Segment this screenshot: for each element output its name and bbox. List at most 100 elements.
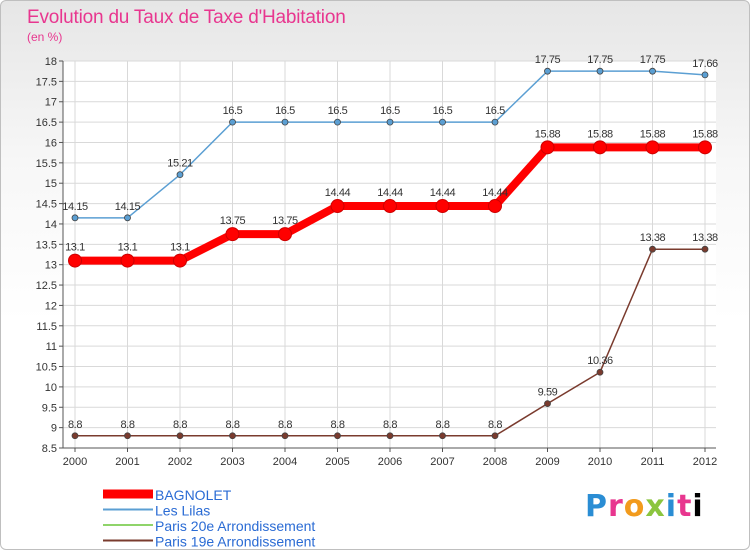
y-tick-label: 12.5 <box>36 280 57 292</box>
data-point <box>71 214 79 222</box>
data-point <box>544 400 551 407</box>
y-tick-label: 8.5 <box>42 443 57 455</box>
data-label: 16.5 <box>380 105 400 117</box>
data-point <box>278 227 292 242</box>
y-tick-label: 17.5 <box>36 76 57 88</box>
y-tick-label: 10 <box>45 382 57 394</box>
data-point <box>330 199 345 214</box>
data-point <box>334 432 341 440</box>
data-label: 13.75 <box>272 215 298 227</box>
data-label: 13.1 <box>118 242 138 254</box>
data-label: 17.75 <box>587 54 613 66</box>
y-tick-label: 13 <box>45 260 57 272</box>
data-point <box>540 140 555 155</box>
x-tick-label: 2005 <box>325 456 349 468</box>
data-label: 17.66 <box>692 58 718 70</box>
data-label: 16.5 <box>328 105 348 117</box>
x-tick-label: 2007 <box>430 456 454 468</box>
data-label: 8.8 <box>383 419 397 431</box>
data-point <box>71 432 79 440</box>
data-label: 8.8 <box>68 419 82 431</box>
data-point <box>649 245 656 253</box>
data-point <box>386 118 394 126</box>
y-tick-label: 13.5 <box>36 239 57 251</box>
data-point <box>176 171 184 179</box>
data-point <box>386 432 394 440</box>
data-point <box>439 118 446 126</box>
data-point <box>593 140 607 155</box>
data-label: 16.5 <box>485 105 505 117</box>
data-label: 13.75 <box>220 215 246 227</box>
y-tick-label: 14 <box>45 219 57 231</box>
data-point <box>488 199 502 214</box>
data-point <box>229 432 236 440</box>
y-tick-label: 9.5 <box>42 402 57 414</box>
data-label: 14.44 <box>430 187 456 199</box>
x-tick-label: 2006 <box>378 456 402 468</box>
data-label: 14.15 <box>62 201 88 213</box>
data-point <box>281 118 289 126</box>
x-tick-label: 2008 <box>483 456 507 468</box>
data-point <box>435 199 450 214</box>
chart-unit: (en %) <box>27 30 63 44</box>
data-label: 8.8 <box>330 419 344 431</box>
y-tick-label: 9 <box>51 423 57 435</box>
data-point <box>698 140 712 155</box>
x-tick-label: 2012 <box>693 456 717 468</box>
data-label: 9.59 <box>538 387 558 399</box>
y-tick-label: 18 <box>45 56 57 68</box>
x-tick-label: 2011 <box>641 456 665 468</box>
x-tick-label: 2004 <box>273 456 297 468</box>
data-label: 16.5 <box>433 105 453 117</box>
data-label: 15.88 <box>587 128 613 140</box>
data-point <box>544 67 551 75</box>
data-label: 17.75 <box>640 54 666 66</box>
data-label: 15.88 <box>535 128 561 140</box>
data-point <box>173 253 187 268</box>
y-tick-label: 11.5 <box>36 321 57 333</box>
data-point <box>281 432 289 440</box>
data-point <box>383 199 397 214</box>
data-point <box>701 245 709 253</box>
data-label: 8.8 <box>120 419 134 431</box>
data-point <box>124 432 131 440</box>
proxiti-logo: Proxiti <box>585 489 704 524</box>
data-point <box>645 140 660 155</box>
y-tick-label: 15.5 <box>36 158 57 170</box>
data-point <box>68 253 82 268</box>
data-point <box>596 368 604 376</box>
y-tick-label: 15 <box>45 178 57 190</box>
y-tick-label: 17 <box>45 97 57 109</box>
x-tick-label: 2010 <box>588 456 612 468</box>
legend-label: BAGNOLET <box>155 487 232 503</box>
legend-label: Paris 20e Arrondissement <box>155 518 315 534</box>
data-point <box>124 214 131 222</box>
x-tick-label: 2000 <box>63 456 87 468</box>
data-label: 14.15 <box>115 201 141 213</box>
data-label: 10.36 <box>587 355 613 367</box>
legend-label: Les Lilas <box>155 503 210 519</box>
x-tick-label: 2003 <box>220 456 244 468</box>
data-point <box>596 67 604 75</box>
y-tick-label: 16.5 <box>36 117 57 129</box>
data-point <box>439 432 446 440</box>
data-label: 17.75 <box>535 54 561 66</box>
data-point <box>176 432 184 440</box>
y-tick-label: 16 <box>45 137 57 149</box>
data-label: 15.21 <box>167 158 193 170</box>
data-label: 8.8 <box>225 419 239 431</box>
data-point <box>701 71 709 79</box>
data-label: 8.8 <box>278 419 292 431</box>
data-label: 13.38 <box>692 232 718 244</box>
data-label: 16.5 <box>275 105 295 117</box>
data-point <box>334 118 341 126</box>
legend-label: Paris 19e Arrondissement <box>155 534 315 550</box>
data-label: 16.5 <box>223 105 243 117</box>
data-point <box>229 118 236 126</box>
y-tick-label: 10.5 <box>36 362 57 374</box>
y-tick-label: 12 <box>45 300 57 312</box>
data-label: 13.38 <box>640 232 666 244</box>
data-point <box>491 118 499 126</box>
x-tick-label: 2009 <box>535 456 559 468</box>
